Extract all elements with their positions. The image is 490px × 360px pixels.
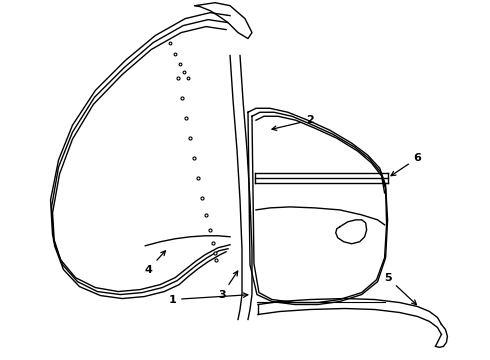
Text: 3: 3 — [218, 271, 238, 300]
Text: 6: 6 — [391, 153, 421, 176]
Text: 5: 5 — [384, 273, 416, 305]
Text: 1: 1 — [169, 293, 248, 305]
Text: 4: 4 — [145, 251, 166, 275]
Text: 2: 2 — [272, 115, 314, 130]
